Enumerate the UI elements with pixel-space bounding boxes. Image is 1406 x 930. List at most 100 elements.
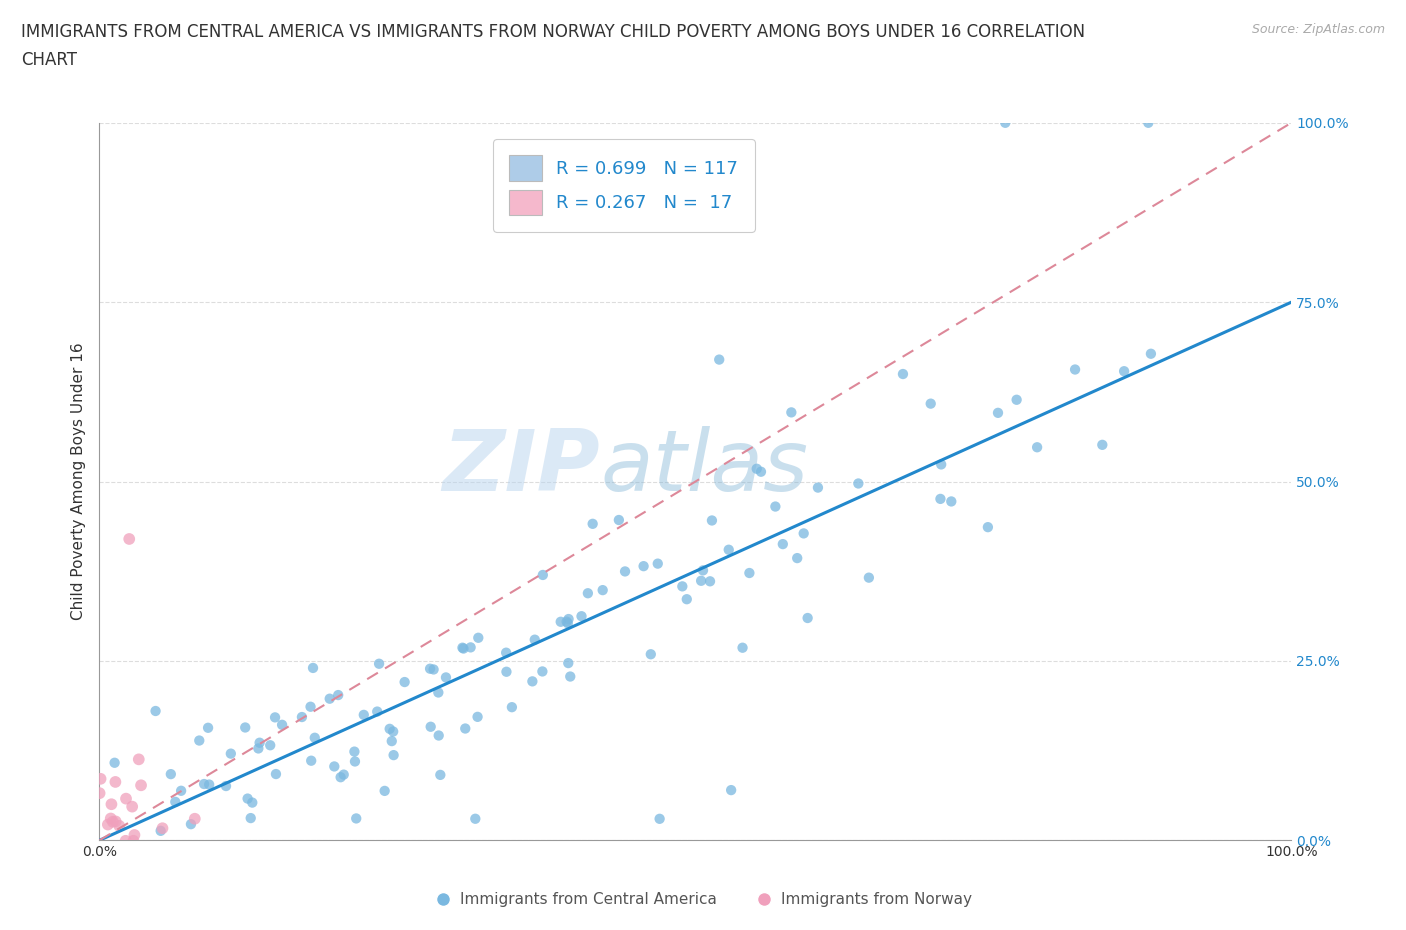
- Point: [299, 753, 322, 768]
- Point: [89, 847, 111, 862]
- Point: [671, 578, 693, 593]
- Point: [233, 720, 256, 735]
- Point: [374, 783, 396, 798]
- Point: [366, 704, 388, 719]
- Point: [700, 513, 723, 528]
- Point: [302, 660, 325, 675]
- Point: [793, 526, 815, 541]
- Text: atlas: atlas: [600, 426, 808, 509]
- Point: [104, 755, 127, 770]
- Point: [429, 767, 451, 782]
- Point: [858, 570, 880, 585]
- Point: [648, 811, 671, 826]
- Point: [382, 748, 405, 763]
- Point: [920, 396, 942, 411]
- Point: [118, 532, 141, 547]
- Point: [264, 710, 287, 724]
- Point: [745, 461, 768, 476]
- Point: [557, 612, 579, 627]
- Legend: Immigrants from Central America, Immigrants from Norway: Immigrants from Central America, Immigra…: [427, 886, 979, 913]
- Point: [557, 656, 579, 671]
- Point: [219, 746, 242, 761]
- Text: ZIP: ZIP: [443, 426, 600, 509]
- Point: [531, 664, 554, 679]
- Point: [891, 366, 914, 381]
- Point: [419, 719, 441, 734]
- Point: [299, 699, 322, 714]
- Point: [343, 754, 366, 769]
- Point: [104, 814, 127, 829]
- Point: [180, 817, 202, 831]
- Point: [115, 791, 138, 806]
- Point: [184, 811, 207, 826]
- Point: [394, 674, 416, 689]
- Point: [495, 645, 517, 660]
- Point: [592, 583, 614, 598]
- Point: [560, 669, 582, 684]
- Point: [1064, 362, 1087, 377]
- Point: [763, 499, 786, 514]
- Point: [1005, 392, 1028, 407]
- Point: [353, 708, 375, 723]
- Point: [97, 817, 120, 832]
- Point: [460, 640, 482, 655]
- Point: [749, 464, 772, 479]
- Point: [236, 791, 259, 806]
- Point: [720, 783, 742, 798]
- Point: [555, 614, 578, 629]
- Point: [235, 842, 257, 857]
- Point: [582, 516, 605, 531]
- Point: [122, 833, 145, 848]
- Point: [427, 685, 450, 700]
- Y-axis label: Child Poverty Among Boys Under 16: Child Poverty Among Boys Under 16: [72, 343, 86, 620]
- Point: [90, 771, 112, 786]
- Point: [647, 556, 669, 571]
- Point: [104, 775, 127, 790]
- Point: [709, 352, 731, 367]
- Point: [183, 857, 205, 872]
- Point: [501, 699, 523, 714]
- Point: [994, 115, 1017, 130]
- Point: [807, 480, 830, 495]
- Point: [690, 573, 713, 588]
- Point: [239, 811, 262, 826]
- Point: [675, 591, 697, 606]
- Point: [328, 687, 350, 702]
- Point: [145, 704, 167, 719]
- Point: [571, 609, 593, 624]
- Point: [1026, 440, 1049, 455]
- Point: [434, 670, 457, 684]
- Point: [264, 766, 287, 781]
- Point: [495, 664, 517, 679]
- Point: [215, 778, 238, 793]
- Point: [149, 823, 172, 838]
- Point: [249, 736, 271, 751]
- Point: [247, 741, 270, 756]
- Point: [987, 405, 1010, 420]
- Point: [378, 722, 401, 737]
- Point: [181, 861, 204, 876]
- Point: [772, 537, 794, 551]
- Point: [796, 611, 818, 626]
- Point: [304, 730, 326, 745]
- Point: [614, 564, 637, 578]
- Point: [165, 794, 187, 809]
- Point: [291, 710, 314, 724]
- Point: [381, 734, 404, 749]
- Point: [323, 759, 346, 774]
- Point: [1091, 437, 1114, 452]
- Point: [576, 586, 599, 601]
- Point: [738, 565, 761, 580]
- Point: [717, 542, 740, 557]
- Text: IMMIGRANTS FROM CENTRAL AMERICA VS IMMIGRANTS FROM NORWAY CHILD POVERTY AMONG BO: IMMIGRANTS FROM CENTRAL AMERICA VS IMMIG…: [21, 23, 1085, 41]
- Point: [607, 512, 630, 527]
- Point: [464, 811, 486, 826]
- Point: [780, 405, 803, 419]
- Point: [160, 766, 183, 781]
- Point: [1114, 364, 1136, 379]
- Point: [467, 710, 489, 724]
- Point: [941, 494, 963, 509]
- Point: [89, 786, 111, 801]
- Point: [453, 641, 475, 656]
- Point: [977, 520, 1000, 535]
